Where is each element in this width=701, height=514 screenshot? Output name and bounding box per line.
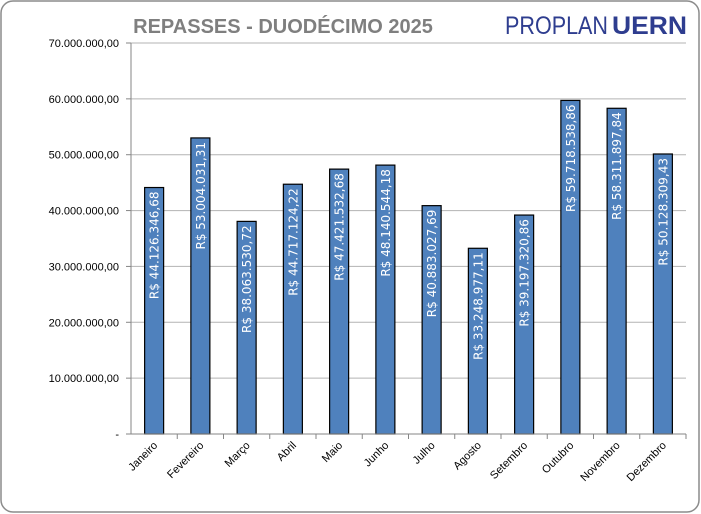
data-label: R$ 50.128.309,43 [656, 158, 670, 266]
data-label: R$ 53.004.031,31 [194, 142, 208, 250]
y-tick-label: 70.000.000,00 [49, 38, 119, 50]
y-tick-label: 40.000.000,00 [49, 206, 119, 218]
y-tick-label: 50.000.000,00 [49, 150, 119, 162]
data-label: R$ 44.126.346,68 [148, 192, 162, 300]
y-tick-label: 30.000.000,00 [49, 261, 119, 273]
logo: PROPLAN UERN [505, 12, 687, 40]
y-tick-label: 20.000.000,00 [49, 317, 119, 329]
data-label: R$ 40.883.027,69 [425, 210, 439, 318]
data-label: R$ 58.311.897,84 [610, 112, 624, 220]
data-label: R$ 38.063.530,72 [240, 225, 254, 333]
data-label: R$ 47.421.532,68 [333, 173, 347, 281]
y-tick-label: - [115, 429, 119, 441]
data-label: R$ 48.140.544,18 [379, 169, 393, 277]
data-label: R$ 39.197.320,86 [518, 219, 532, 327]
chart-title: REPASSES - DUODÉCIMO 2025 [133, 15, 433, 38]
y-tick-label: 10.000.000,00 [49, 373, 119, 385]
logo-text-bold: UERN [612, 12, 687, 40]
data-label: R$ 44.717.124,22 [286, 188, 300, 296]
data-label: R$ 33.248.977,11 [471, 252, 485, 360]
data-label: R$ 59.718.538,86 [564, 104, 578, 212]
logo-text-light: PROPLAN [505, 12, 608, 40]
y-tick-label: 60.000.000,00 [49, 94, 119, 106]
